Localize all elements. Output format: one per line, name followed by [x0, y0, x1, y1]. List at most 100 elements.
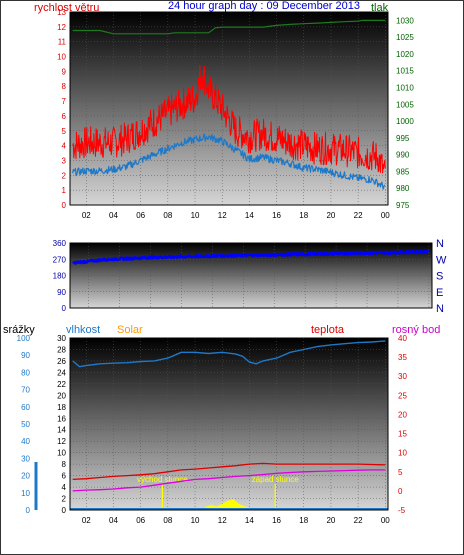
x-tick-label: 00	[381, 516, 390, 525]
humidity-tick-label: 28	[57, 345, 66, 354]
pressure-axis-label: tlak	[371, 2, 389, 14]
pressure-tick-label: 1015	[396, 67, 414, 76]
wind-tick-label: 6	[62, 112, 67, 121]
direction-tick-label: 90	[57, 288, 66, 297]
pressure-line	[72, 19, 386, 35]
humidity-tick-label: 10	[57, 449, 66, 458]
x-tick-label: 00	[381, 211, 390, 220]
rain-axis-label: srážky	[3, 324, 35, 336]
wind-plot-border	[69, 11, 389, 206]
temp-tick-label: 0	[398, 487, 403, 496]
temp-tick-label: 35	[398, 353, 407, 362]
compass-label: W	[436, 254, 447, 266]
direction-line	[72, 249, 430, 265]
pressure-tick-label: 985	[396, 167, 410, 176]
rain-tick-label: 0	[26, 506, 31, 515]
humidity-tick-label: 16	[57, 414, 66, 423]
direction-tick-label: 360	[53, 239, 67, 248]
x-tick-label: 22	[354, 211, 363, 220]
x-tick-label: 06	[136, 211, 145, 220]
x-tick-label: 20	[326, 516, 335, 525]
pressure-tick-label: 990	[396, 151, 410, 160]
temp-tick-label: 5	[398, 468, 403, 477]
temp-tick-label: 20	[398, 410, 407, 419]
pressure-tick-label: 1005	[396, 100, 414, 109]
humidity-tick-label: 30	[57, 334, 66, 343]
humidity-tick-label: 4	[62, 483, 67, 492]
temp-tick-label: 15	[398, 430, 407, 439]
humidity-tick-label: 22	[57, 380, 66, 389]
pressure-tick-label: 995	[396, 134, 410, 143]
direction-tick-label: 180	[53, 272, 67, 281]
x-tick-label: 16	[272, 516, 281, 525]
x-tick-label: 04	[109, 516, 118, 525]
wind-tick-label: 10	[57, 53, 66, 62]
pressure-tick-label: 1030	[396, 16, 414, 25]
wind-tick-label: 4	[62, 142, 67, 151]
temperature-line	[72, 462, 386, 481]
x-tick-label: 22	[354, 516, 363, 525]
x-tick-label: 14	[245, 516, 254, 525]
compass-label: N	[436, 303, 444, 315]
humidity-tick-label: 2	[62, 495, 67, 504]
rain-tick-label: 90	[21, 351, 30, 360]
humidity-tick-label: 6	[62, 472, 67, 481]
direction-plot-border	[69, 242, 433, 309]
temp-plot-area	[70, 338, 388, 510]
temp-tick-label: 25	[398, 391, 407, 400]
wind-tick-label: 1	[62, 186, 67, 195]
humidity-tick-label: 26	[57, 357, 66, 366]
wind-tick-label: 5	[62, 127, 67, 136]
wind-gust-line	[72, 65, 386, 174]
humidity-tick-label: 24	[57, 368, 66, 377]
humidity-tick-label: 18	[57, 403, 66, 412]
rain-tick-label: 30	[21, 454, 30, 463]
wind-tick-label: 13	[57, 8, 66, 17]
x-tick-label: 10	[191, 211, 200, 220]
rain-tick-label: 80	[21, 368, 30, 377]
wind-tick-label: 12	[57, 23, 66, 32]
x-tick-label: 02	[82, 211, 91, 220]
x-tick-label: 12	[218, 211, 227, 220]
wind-tick-label: 2	[62, 171, 67, 180]
pressure-tick-label: 1000	[396, 117, 414, 126]
wind-tick-label: 0	[62, 201, 67, 210]
compass-label: N	[436, 238, 444, 250]
wind-tick-label: 9	[62, 67, 67, 76]
temp-tick-label: 10	[398, 449, 407, 458]
rain-tick-label: 20	[21, 472, 30, 481]
wind-tick-label: 11	[58, 38, 67, 47]
direction-tick-label: 270	[53, 255, 67, 264]
rain-tick-label: 50	[21, 420, 30, 429]
rain-tick-label: 40	[21, 437, 30, 446]
x-tick-label: 18	[299, 211, 308, 220]
temp-tick-label: 30	[398, 372, 407, 381]
wind-tick-label: 7	[62, 97, 67, 106]
x-tick-label: 04	[109, 211, 118, 220]
rain-tick-label: 60	[21, 403, 30, 412]
sunrise-label: východ slunce	[137, 475, 188, 484]
humidity-tick-label: 20	[57, 391, 66, 400]
compass-label: S	[436, 271, 443, 283]
x-tick-label: 16	[272, 211, 281, 220]
humidity-tick-label: 12	[57, 437, 66, 446]
temp-tick-label: -5	[398, 506, 406, 515]
rain-tick-label: 100	[17, 334, 31, 343]
x-tick-label: 08	[163, 516, 172, 525]
x-tick-label: 10	[191, 516, 200, 525]
pressure-tick-label: 980	[396, 184, 410, 193]
x-tick-label: 08	[163, 211, 172, 220]
pressure-tick-label: 1020	[396, 50, 414, 59]
x-tick-label: 12	[218, 516, 227, 525]
humidity-tick-label: 0	[62, 506, 67, 515]
wind-axis-label: rychlost větru	[34, 2, 99, 14]
humidity-line	[72, 340, 386, 368]
wind-tick-label: 8	[62, 82, 67, 91]
pressure-tick-label: 975	[396, 201, 410, 210]
pressure-tick-label: 1010	[396, 84, 414, 93]
humidity-axis-label: vlhkost	[66, 324, 100, 336]
x-tick-label: 18	[299, 516, 308, 525]
solar-axis-label: Solar	[117, 324, 143, 336]
temp-tick-label: 40	[398, 334, 407, 343]
